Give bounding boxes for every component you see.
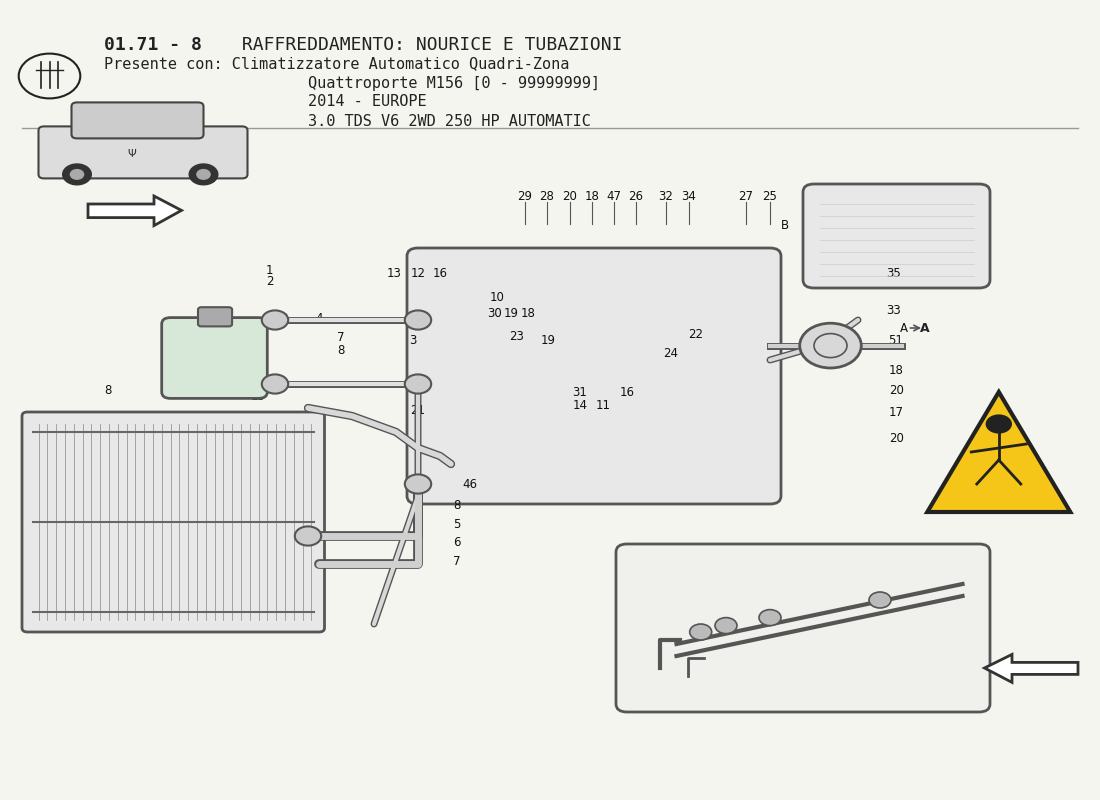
Circle shape <box>189 164 218 185</box>
Circle shape <box>405 374 431 394</box>
Text: 2014 - EUROPE: 2014 - EUROPE <box>308 94 427 110</box>
Text: 8: 8 <box>104 384 111 397</box>
Text: 43: 43 <box>658 571 673 584</box>
Text: B: B <box>781 219 790 232</box>
Text: 20: 20 <box>889 432 904 445</box>
Circle shape <box>986 414 1012 434</box>
Text: 35: 35 <box>886 267 901 280</box>
Text: 16: 16 <box>432 267 448 280</box>
Text: 22: 22 <box>688 328 703 341</box>
Text: 4: 4 <box>316 312 322 325</box>
Text: 5: 5 <box>453 518 460 530</box>
Text: Presente con: Climatizzatore Automatico Quadri-Zona: Presente con: Climatizzatore Automatico … <box>104 56 570 71</box>
Text: 13: 13 <box>386 267 402 280</box>
Text: 19: 19 <box>540 334 556 346</box>
Text: 31: 31 <box>572 386 587 398</box>
Text: 12: 12 <box>410 267 426 280</box>
Text: 25: 25 <box>762 190 778 202</box>
Text: 21: 21 <box>410 404 426 417</box>
FancyBboxPatch shape <box>72 102 204 138</box>
Text: 3: 3 <box>280 312 287 325</box>
Polygon shape <box>984 654 1078 682</box>
Text: 23: 23 <box>509 330 525 342</box>
Text: A: A <box>730 635 739 648</box>
Text: 34: 34 <box>681 190 696 202</box>
Circle shape <box>869 592 891 608</box>
Circle shape <box>405 474 431 494</box>
Circle shape <box>262 310 288 330</box>
Text: 18: 18 <box>584 190 600 202</box>
FancyBboxPatch shape <box>39 126 248 178</box>
Circle shape <box>715 618 737 634</box>
Text: 8: 8 <box>453 499 460 512</box>
Text: RAFFREDDAMENTO: NOURICE E TUBAZIONI: RAFFREDDAMENTO: NOURICE E TUBAZIONI <box>231 36 623 54</box>
Polygon shape <box>88 196 182 226</box>
Text: 46: 46 <box>462 478 477 490</box>
Circle shape <box>759 610 781 626</box>
Text: 1: 1 <box>266 264 273 277</box>
Circle shape <box>800 323 861 368</box>
Text: 01.71 - 8: 01.71 - 8 <box>104 36 202 54</box>
Text: 42: 42 <box>694 571 710 584</box>
Text: 3: 3 <box>409 334 416 346</box>
Text: 7: 7 <box>338 331 344 344</box>
Text: Ψ: Ψ <box>128 149 136 158</box>
Text: 18: 18 <box>889 364 904 377</box>
Circle shape <box>197 170 210 179</box>
Text: 51: 51 <box>888 334 903 346</box>
Text: B: B <box>680 670 689 682</box>
Text: 47: 47 <box>606 190 621 202</box>
Text: 16: 16 <box>619 386 635 398</box>
Text: Quattroporte M156 [0 - 99999999]: Quattroporte M156 [0 - 99999999] <box>308 76 600 91</box>
Circle shape <box>295 526 321 546</box>
FancyBboxPatch shape <box>198 307 232 326</box>
Text: 24: 24 <box>663 347 679 360</box>
Text: 15: 15 <box>251 390 266 402</box>
Text: 20: 20 <box>562 190 578 202</box>
Text: 29: 29 <box>517 190 532 202</box>
Text: 40: 40 <box>729 571 745 584</box>
FancyBboxPatch shape <box>162 318 267 398</box>
Text: 19: 19 <box>504 307 519 320</box>
Text: 44: 44 <box>660 656 675 669</box>
Text: 14: 14 <box>572 399 587 412</box>
Text: 7: 7 <box>453 555 460 568</box>
Text: 26: 26 <box>628 190 643 202</box>
Text: 45: 45 <box>713 670 728 682</box>
Text: 8: 8 <box>338 344 344 357</box>
Text: 41: 41 <box>820 610 835 622</box>
Text: 33: 33 <box>886 304 901 317</box>
Text: 32: 32 <box>658 190 673 202</box>
FancyBboxPatch shape <box>803 184 990 288</box>
Text: 28: 28 <box>539 190 554 202</box>
Text: 2: 2 <box>266 275 273 288</box>
Circle shape <box>70 170 84 179</box>
Text: A: A <box>920 322 929 334</box>
Text: 10: 10 <box>490 291 505 304</box>
Circle shape <box>405 310 431 330</box>
Circle shape <box>690 624 712 640</box>
Circle shape <box>63 164 91 185</box>
Text: 18: 18 <box>520 307 536 320</box>
Text: 17: 17 <box>889 406 904 418</box>
Polygon shape <box>927 392 1070 512</box>
Text: 44: 44 <box>724 614 739 626</box>
Text: 27: 27 <box>738 190 754 202</box>
Circle shape <box>262 374 288 394</box>
FancyBboxPatch shape <box>407 248 781 504</box>
Text: 11: 11 <box>595 399 610 412</box>
Text: 30: 30 <box>487 307 503 320</box>
FancyBboxPatch shape <box>616 544 990 712</box>
Text: 6: 6 <box>453 536 460 549</box>
FancyBboxPatch shape <box>22 412 324 632</box>
Text: 3.0 TDS V6 2WD 250 HP AUTOMATIC: 3.0 TDS V6 2WD 250 HP AUTOMATIC <box>308 114 591 129</box>
Text: 20: 20 <box>889 384 904 397</box>
Text: A: A <box>900 322 909 334</box>
